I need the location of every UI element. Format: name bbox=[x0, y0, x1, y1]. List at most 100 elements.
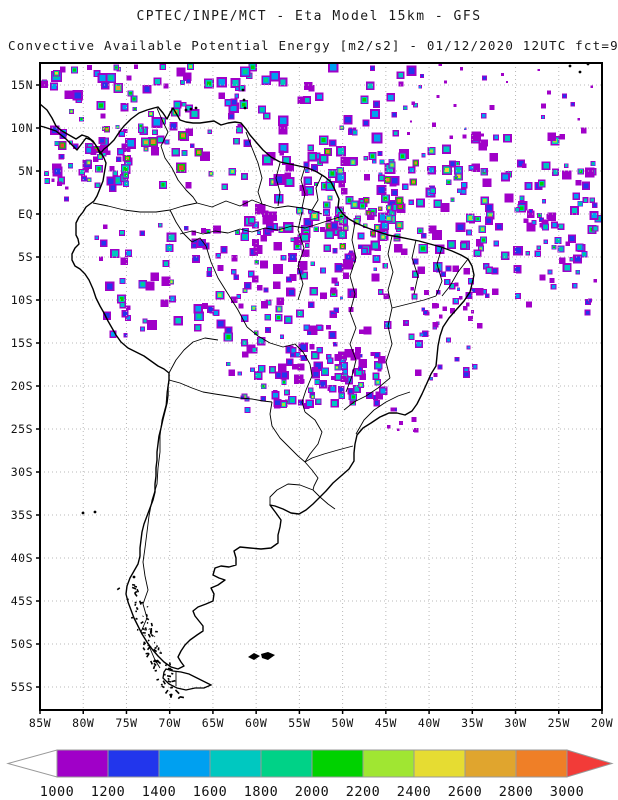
field-region-equatorial-coast-red-core bbox=[325, 196, 405, 242]
x-axis-label: 65W bbox=[202, 716, 224, 730]
border-line bbox=[246, 326, 313, 413]
patagonia-archipelago bbox=[116, 583, 185, 700]
border-line bbox=[304, 445, 354, 463]
border-line bbox=[156, 107, 198, 204]
colorbar-label: 2800 bbox=[499, 784, 534, 800]
colorbar-label: 2200 bbox=[346, 784, 381, 800]
colorbar-label: 2000 bbox=[295, 784, 330, 800]
x-axis-label: 55W bbox=[288, 716, 310, 730]
colorbar-segment bbox=[413, 749, 466, 778]
y-axis-label: 10N bbox=[11, 121, 33, 135]
small-island-dot bbox=[242, 98, 246, 102]
field-region-bahia-coast-spots bbox=[421, 302, 483, 370]
field-region-nw-colombia-venezuela-caribbean bbox=[41, 64, 241, 191]
x-axis-label: 20W bbox=[591, 716, 613, 730]
y-axis-label: 50S bbox=[11, 637, 33, 651]
border-line bbox=[269, 401, 306, 463]
border-line bbox=[205, 245, 248, 328]
small-island-dot bbox=[184, 108, 188, 112]
x-axis-label: 80W bbox=[72, 716, 94, 730]
x-axis-label: 40W bbox=[418, 716, 440, 730]
field-region-colombia-pacific-speck bbox=[51, 178, 69, 202]
border-line bbox=[435, 246, 443, 297]
figure-title: CPTEC/INPE/MCT - Eta Model 15km - GFS bbox=[136, 9, 481, 24]
field-region-amazon-west bbox=[94, 221, 357, 339]
border-line bbox=[385, 307, 393, 379]
field-region-caribbean-purple-specks bbox=[407, 64, 594, 140]
colorbar-under-arrow bbox=[6, 749, 58, 778]
colorbar: 1000 1200 1400 1600 1800 2000 2200 2400 2600 2800… bbox=[6, 749, 614, 800]
border-line bbox=[345, 311, 357, 393]
colorbar-segment bbox=[56, 749, 109, 778]
field-region-right-edge-green-band bbox=[465, 196, 601, 261]
colorbar-label: 1800 bbox=[244, 784, 279, 800]
y-axis-label: 5N bbox=[18, 164, 33, 178]
y-axis-label: 55S bbox=[11, 680, 33, 694]
colorbar-segment bbox=[158, 749, 211, 778]
x-axis-label: 85W bbox=[29, 716, 51, 730]
small-island-dot bbox=[194, 106, 198, 110]
y-axis-label: 10S bbox=[11, 293, 33, 307]
y-axis-label: 45S bbox=[11, 594, 33, 608]
colorbar-segment bbox=[311, 749, 364, 778]
small-island-dot bbox=[93, 510, 97, 514]
border-line bbox=[349, 221, 357, 313]
y-axis-label: 35S bbox=[11, 508, 33, 522]
colorbar-segment bbox=[464, 749, 517, 778]
border-line bbox=[245, 131, 263, 205]
figure-subtitle: Convective Available Potential Energy [m… bbox=[8, 38, 618, 53]
border-line bbox=[168, 379, 273, 403]
small-island-dot bbox=[189, 107, 193, 111]
field-region-south-minas-specks bbox=[350, 400, 419, 433]
y-axis-label: 40S bbox=[11, 551, 33, 565]
border-line bbox=[275, 162, 281, 207]
colorbar-label: 1200 bbox=[91, 784, 126, 800]
field-region-ne-coast-high-cape bbox=[301, 147, 468, 250]
border-line bbox=[261, 203, 323, 215]
colorbar-segment bbox=[107, 749, 160, 778]
colorbar-label: 3000 bbox=[550, 784, 585, 800]
field-region-atlantic-south-fringe bbox=[454, 267, 598, 321]
border-line bbox=[179, 215, 344, 235]
x-axis-label: 25W bbox=[548, 716, 570, 730]
field-region-panama-choco-hotspot bbox=[78, 142, 118, 192]
falkland-east-island bbox=[261, 652, 275, 660]
field-region-central-brazil-specks bbox=[330, 265, 484, 382]
colorbar-label: 2400 bbox=[397, 784, 432, 800]
border-line bbox=[168, 337, 219, 374]
falkland-west-island bbox=[248, 653, 260, 660]
colorbar-over-arrow bbox=[566, 749, 614, 778]
coastline-south-america bbox=[39, 103, 475, 670]
border-line bbox=[387, 235, 394, 309]
colorbar-segment bbox=[209, 749, 262, 778]
x-axis-label: 70W bbox=[159, 716, 181, 730]
border-line bbox=[304, 411, 323, 463]
coastline-tierra-del-fuego bbox=[162, 668, 213, 691]
colorbar-segment bbox=[515, 749, 568, 778]
coastlines-and-borders bbox=[39, 62, 590, 700]
y-axis-label: 20S bbox=[11, 379, 33, 393]
border-line bbox=[441, 258, 469, 297]
x-axis-label: 35W bbox=[461, 716, 483, 730]
small-island-dot bbox=[132, 575, 136, 579]
small-island-dot bbox=[241, 88, 245, 92]
colorbar-label: 1400 bbox=[142, 784, 177, 800]
colorbar-label: 2600 bbox=[448, 784, 483, 800]
x-axis-label: 30W bbox=[504, 716, 526, 730]
axis-labels: 85W 80W 75W 70W 65W 60W 55W 50W 45W 40W 35W 30W 25W 2… bbox=[11, 78, 613, 730]
small-island-dot bbox=[81, 511, 85, 515]
y-axis-label: 30S bbox=[11, 465, 33, 479]
border-line bbox=[355, 391, 411, 435]
border-line bbox=[304, 461, 319, 491]
x-axis-label: 45W bbox=[375, 716, 397, 730]
small-island-dot bbox=[578, 70, 582, 74]
y-axis-label: 5S bbox=[18, 250, 33, 264]
border-line bbox=[391, 295, 437, 309]
border-line bbox=[411, 239, 419, 295]
border-line bbox=[312, 489, 336, 510]
y-axis-label: 15S bbox=[11, 336, 33, 350]
x-axis-label: 75W bbox=[115, 716, 137, 730]
y-axis-label: EQ bbox=[18, 207, 33, 221]
